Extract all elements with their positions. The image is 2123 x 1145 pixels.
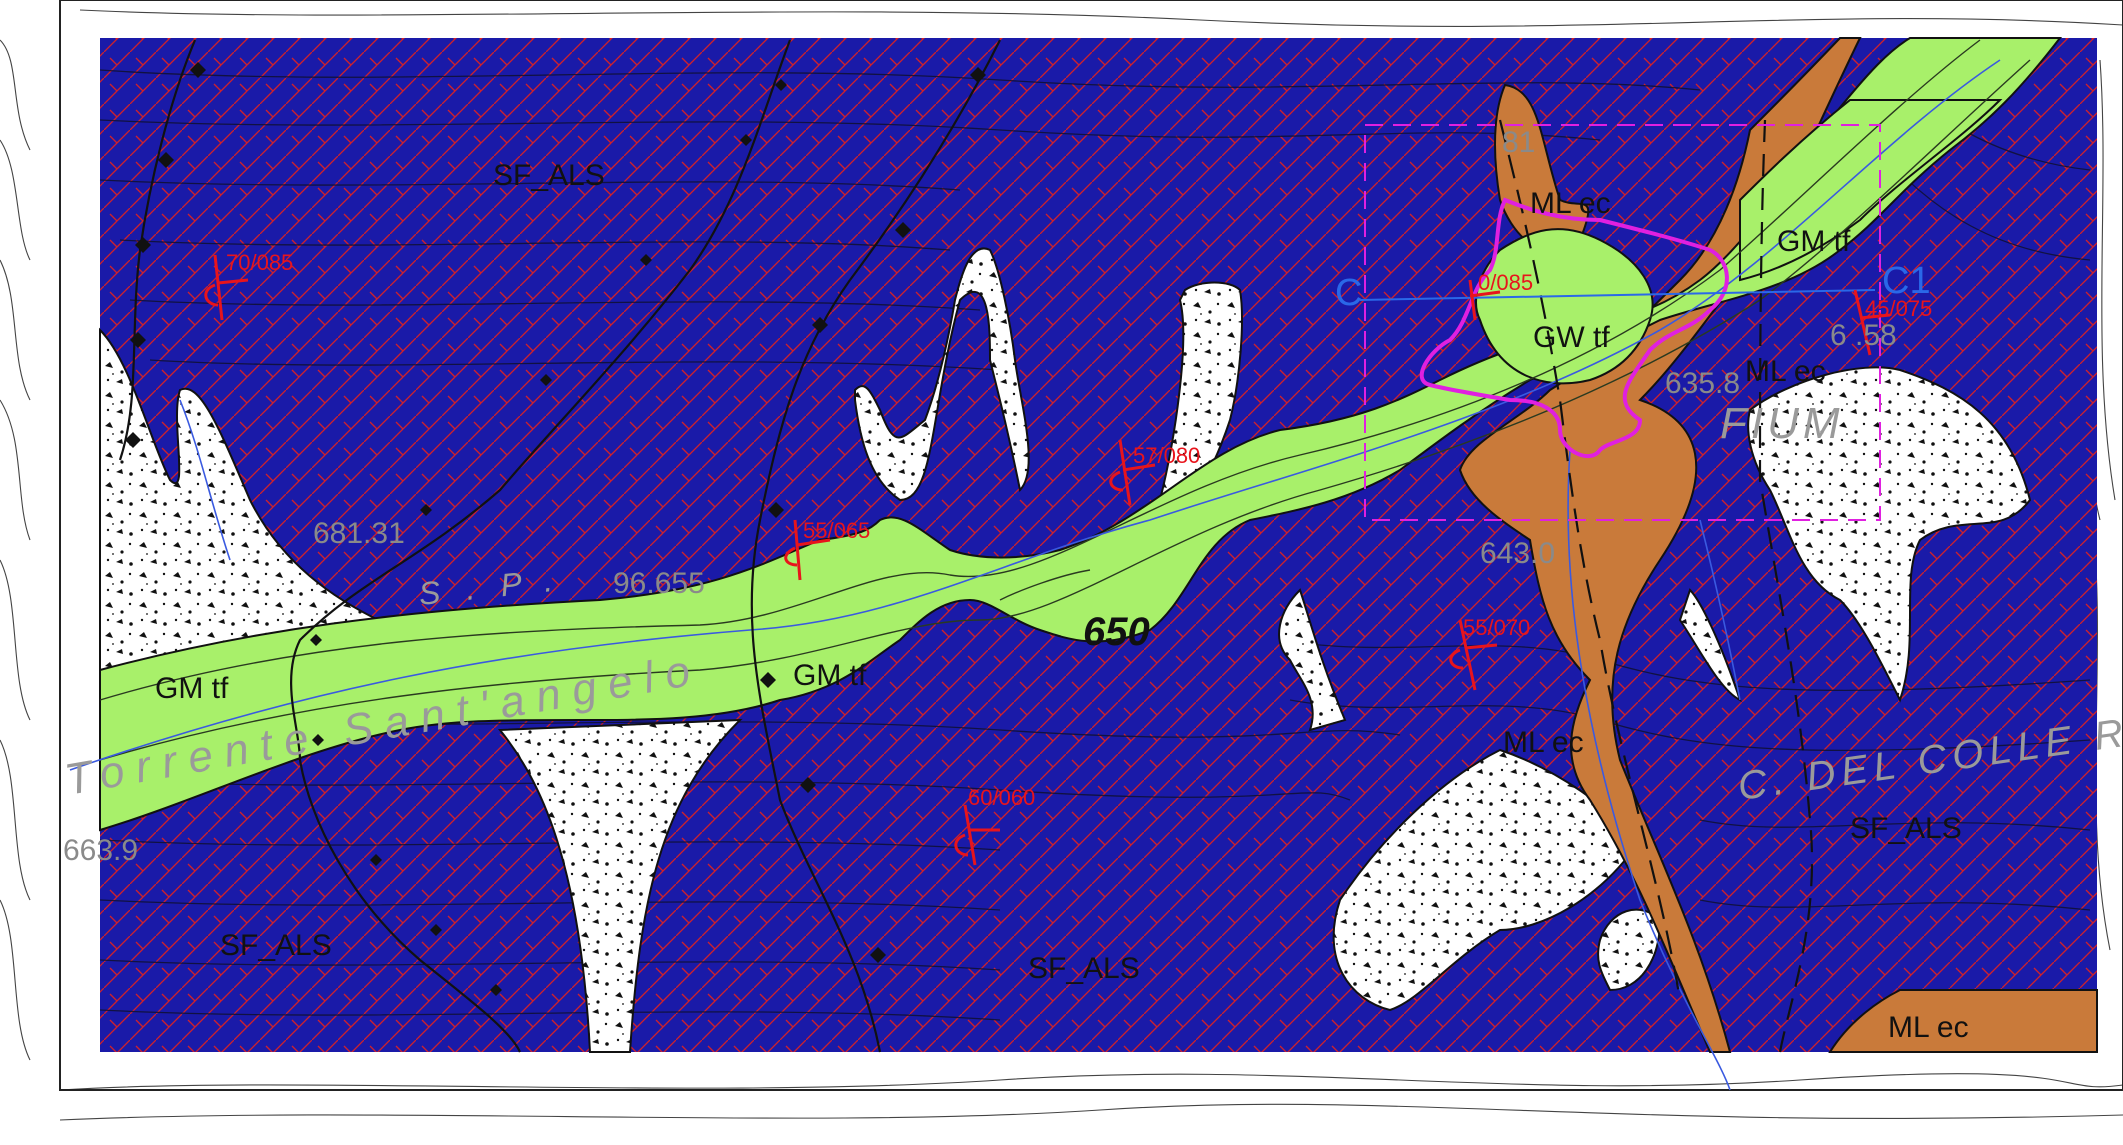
- elevation-label-5: 643.0: [1480, 537, 1555, 570]
- debris-fan-1: [854, 247, 1030, 502]
- debris-deposits: [99, 247, 2032, 1053]
- unit-gm-tf-northeast: [1739, 99, 2003, 282]
- label-ml-ec-3: ML ec: [1503, 726, 1584, 759]
- unit-ml-ec-corner: [1828, 989, 2098, 1053]
- debris-far-east: [1747, 366, 2032, 703]
- study-area-outline: [1419, 197, 1729, 458]
- dip-label-6: 45/075: [1865, 296, 1932, 321]
- elevation-label-2: 96.655: [613, 567, 705, 600]
- section-line: [1359, 289, 1876, 301]
- elevation-label-1: 681.31: [313, 517, 405, 550]
- dip-symbols: [204, 254, 1891, 866]
- label-gm-tf-3: GM tf: [1777, 225, 1851, 258]
- label-gm-tf-1: GM tf: [155, 672, 229, 705]
- channel-lines: [99, 39, 2031, 761]
- dip-label-1: 70/085: [226, 250, 293, 275]
- fault-markers: [125, 62, 986, 996]
- debris-west: [99, 327, 404, 682]
- label-sf-als-2: SF_ALS: [220, 929, 332, 962]
- elevation-label-7: 81: [1502, 126, 1535, 159]
- debris-southeast: [1332, 748, 1642, 1012]
- label-ml-ec-1: ML ec: [1530, 187, 1611, 220]
- debris-south: [497, 718, 743, 1053]
- debris-south-east-2: [1597, 908, 1662, 992]
- label-ml-ec-4: ML ec: [1888, 1011, 1969, 1044]
- label-sf-als-4: SF_ALS: [1850, 812, 1962, 845]
- label-gm-tf-2: GM tf: [793, 659, 867, 692]
- fault-lines: [118, 39, 1814, 1053]
- label-sf-als-3: SF_ALS: [1028, 952, 1140, 985]
- study-area-box: [1364, 124, 1881, 521]
- contour-label-650: 650: [1083, 610, 1150, 654]
- dip-label-4: 60/060: [968, 785, 1035, 810]
- unit-gw-tf-area: [1475, 228, 1654, 385]
- unit-gm-tf-channel: [99, 37, 2063, 832]
- section-end-label: C1: [1882, 260, 1931, 302]
- elevation-label-3: 663.9: [63, 834, 138, 867]
- dip-label-2: 55/065: [803, 518, 870, 543]
- dip-label-5: 55/070: [1463, 615, 1530, 640]
- label-sf-als-1: SF_ALS: [493, 159, 605, 192]
- debris-fan-2: [1158, 281, 1243, 510]
- dip-label-3: 57/080: [1133, 443, 1200, 468]
- map-frame: [59, 0, 2123, 1091]
- place-fiume: FIUM: [1720, 399, 1844, 448]
- section-start-label: C: [1335, 272, 1362, 314]
- gravel-deposits: [99, 37, 2063, 832]
- label-gw-tf: GW tf: [1533, 321, 1610, 354]
- river-lines: [69, 59, 2001, 1091]
- elevation-label-6: 6 .58: [1830, 319, 1897, 352]
- elevation-label-4: 635.8: [1665, 367, 1740, 400]
- label-ml-ec-2: ML ec: [1745, 355, 1826, 388]
- dip-label-7: 0/085: [1478, 270, 1533, 295]
- debris-east: [1278, 588, 1347, 732]
